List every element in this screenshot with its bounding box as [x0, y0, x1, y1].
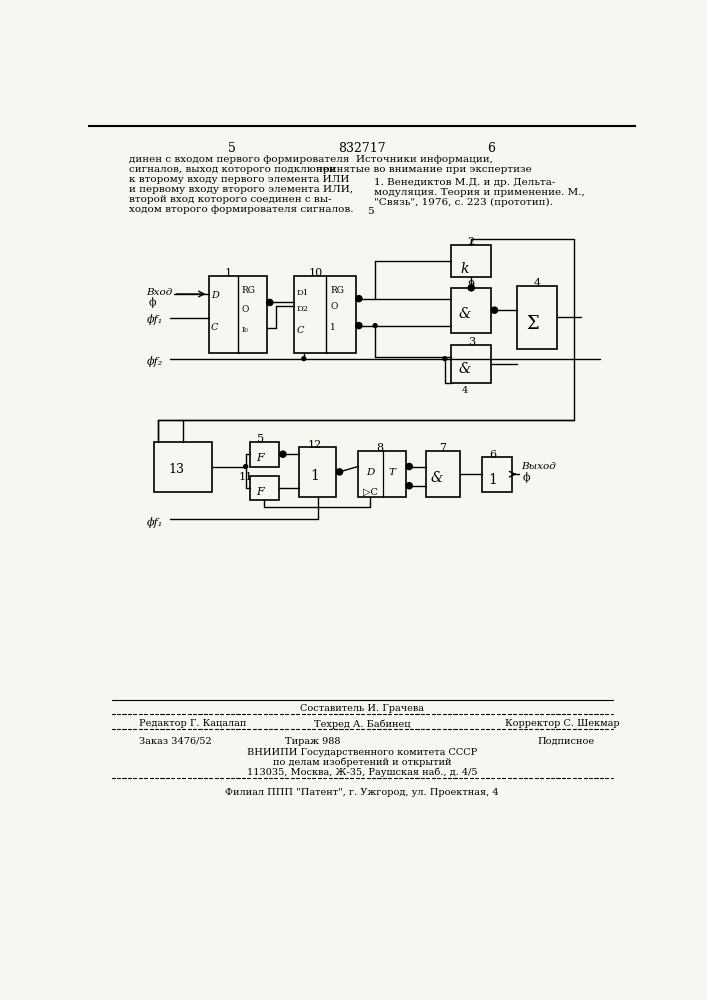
Circle shape — [244, 465, 247, 468]
Bar — [426, 451, 460, 497]
Text: &: & — [431, 471, 443, 485]
Text: Филиал ППП "Патент", г. Ужгород, ул. Проектная, 4: Филиал ППП "Патент", г. Ужгород, ул. Про… — [225, 788, 498, 797]
Circle shape — [356, 296, 362, 302]
Text: RG: RG — [330, 286, 344, 295]
Text: 6: 6 — [487, 142, 496, 155]
Text: Σ: Σ — [526, 315, 539, 333]
Text: к второму входу первого элемента ИЛИ: к второму входу первого элемента ИЛИ — [129, 175, 349, 184]
Text: F: F — [257, 487, 264, 497]
Bar — [482, 457, 512, 492]
Text: 5: 5 — [228, 142, 235, 155]
Text: модуляция. Теория и применение. М.,: модуляция. Теория и применение. М., — [373, 188, 584, 197]
Text: 113035, Москва, Ж-35, Раушская наб., д. 4/5: 113035, Москва, Ж-35, Раушская наб., д. … — [247, 768, 477, 777]
Bar — [299, 447, 337, 497]
Bar — [451, 288, 491, 333]
Circle shape — [302, 357, 305, 361]
Bar — [154, 442, 212, 492]
Text: ▷C: ▷C — [363, 488, 378, 497]
Circle shape — [468, 285, 474, 291]
Circle shape — [337, 469, 343, 475]
Text: 6: 6 — [489, 450, 496, 460]
Text: D: D — [211, 291, 218, 300]
Text: 13: 13 — [168, 463, 184, 476]
Bar — [451, 245, 491, 277]
Text: Заказ 3476/52: Заказ 3476/52 — [139, 737, 211, 746]
Text: &: & — [459, 307, 471, 321]
Text: 1: 1 — [330, 323, 336, 332]
Text: 5: 5 — [257, 434, 264, 444]
Bar — [250, 476, 279, 500]
Text: Корректор С. Шекмар: Корректор С. Шекмар — [506, 719, 620, 728]
Text: ϕ: ϕ — [149, 297, 156, 308]
Text: динен с входом первого формирователя: динен с входом первого формирователя — [129, 155, 349, 164]
Text: F: F — [257, 453, 264, 463]
Text: 1: 1 — [489, 473, 497, 487]
Text: сигналов, выход которого подключен: сигналов, выход которого подключен — [129, 165, 335, 174]
Text: Редактор Г. Кацалап: Редактор Г. Кацалап — [139, 719, 246, 728]
Bar — [293, 276, 356, 353]
Text: 1: 1 — [310, 469, 319, 483]
Text: O: O — [330, 302, 337, 311]
Text: Источники информации,: Источники информации, — [356, 155, 492, 164]
Text: ϕf₁: ϕf₁ — [146, 517, 163, 528]
Circle shape — [406, 463, 412, 470]
Text: T: T — [388, 468, 395, 477]
Text: 8: 8 — [376, 443, 383, 453]
Text: 832717: 832717 — [338, 142, 386, 155]
Text: I₀: I₀ — [242, 326, 249, 334]
Circle shape — [491, 307, 498, 313]
Circle shape — [443, 357, 447, 361]
Text: 1: 1 — [224, 268, 231, 278]
Circle shape — [406, 483, 412, 489]
Circle shape — [280, 451, 286, 457]
Text: 7: 7 — [439, 443, 446, 453]
Text: Вход: Вход — [146, 288, 173, 297]
Circle shape — [373, 324, 377, 328]
Text: по делам изобретений и открытий: по делам изобретений и открытий — [273, 758, 451, 767]
Text: второй вход которого соединен с вы-: второй вход которого соединен с вы- — [129, 195, 332, 204]
Circle shape — [356, 323, 362, 329]
Text: 10: 10 — [308, 268, 322, 278]
Bar — [517, 286, 557, 349]
Text: 9: 9 — [467, 280, 475, 290]
Text: C: C — [297, 326, 304, 335]
Text: ϕf₂: ϕf₂ — [146, 356, 163, 367]
Text: Техред А. Бабинец: Техред А. Бабинец — [314, 719, 410, 729]
Text: 2: 2 — [467, 237, 475, 247]
Text: "Связь", 1976, с. 223 (прототип).: "Связь", 1976, с. 223 (прототип). — [373, 198, 552, 207]
Text: ϕf₁: ϕf₁ — [146, 314, 163, 325]
Text: O: O — [242, 305, 249, 314]
Text: C: C — [211, 323, 218, 332]
Text: принятые во внимание при экспертизе: принятые во внимание при экспертизе — [316, 165, 532, 174]
Circle shape — [267, 299, 273, 306]
Text: 4: 4 — [462, 386, 468, 395]
Text: D: D — [366, 468, 374, 477]
Text: и первому входу второго элемента ИЛИ,: и первому входу второго элемента ИЛИ, — [129, 185, 353, 194]
Bar — [250, 442, 279, 466]
Text: 11: 11 — [238, 472, 253, 482]
Text: 4: 4 — [534, 278, 541, 288]
Bar — [209, 276, 267, 353]
Text: D2: D2 — [297, 305, 309, 313]
Text: 1. Венедиктов М.Д. и др. Дельта-: 1. Венедиктов М.Д. и др. Дельта- — [373, 178, 555, 187]
Text: ВНИИПИ Государственного комитета СССР: ВНИИПИ Государственного комитета СССР — [247, 748, 477, 757]
Text: D1: D1 — [297, 289, 309, 297]
Bar — [451, 345, 491, 383]
Text: 12: 12 — [308, 440, 322, 450]
Text: &: & — [459, 362, 471, 376]
Text: ходом второго формирователя сигналов.: ходом второго формирователя сигналов. — [129, 205, 354, 214]
Text: ϕ: ϕ — [522, 472, 530, 483]
Text: Подписное: Подписное — [538, 737, 595, 746]
Text: Выход: Выход — [521, 462, 556, 471]
Bar — [358, 451, 406, 497]
Text: 5: 5 — [368, 207, 374, 216]
Text: 3: 3 — [467, 337, 475, 347]
Text: RG: RG — [242, 286, 256, 295]
Text: k: k — [461, 262, 469, 276]
Text: Составитель И. Грачева: Составитель И. Грачева — [300, 704, 424, 713]
Text: Тираж 988: Тираж 988 — [286, 737, 341, 746]
